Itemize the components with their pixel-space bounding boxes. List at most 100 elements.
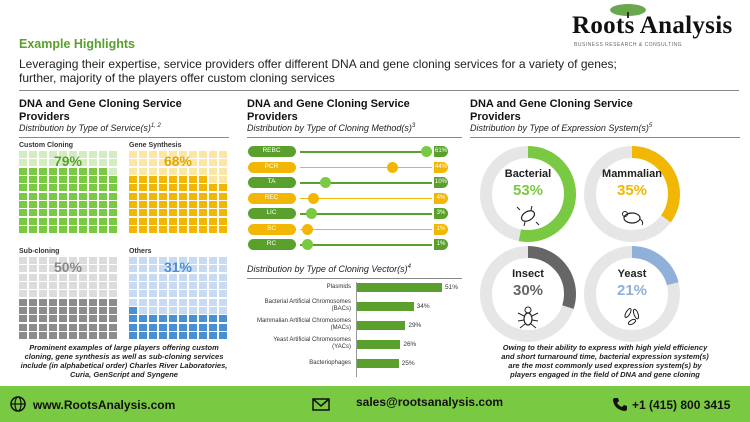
donut-percent: 21% <box>616 282 648 299</box>
method-row-ta: TA 10% <box>248 177 448 188</box>
expression-title-2: Providers <box>470 110 521 123</box>
method-marker <box>387 161 399 173</box>
logo-tagline: BUSINESS RESEARCH & CONSULTING <box>574 42 682 48</box>
vector-bar <box>357 359 399 368</box>
donut-arc <box>480 146 576 242</box>
logo-name: Roots Analysis <box>572 12 733 39</box>
mouse-icon <box>622 211 644 226</box>
waffle-percent: 50% <box>53 259 83 275</box>
vector-label: Bacterial Artificial Chromosomes (BACs) <box>264 299 351 312</box>
waffle-percent: 79% <box>53 153 83 169</box>
waffle-custom-cloning: Custom Cloning 79% <box>19 142 117 233</box>
vectors-divider <box>247 278 462 279</box>
method-row-rebc: REBC 61% <box>248 146 448 157</box>
expression-subtitle: Distribution by Type of Expression Syste… <box>470 123 653 133</box>
services-title-2: Providers <box>19 110 70 123</box>
donut-label: Yeast <box>617 268 647 280</box>
waffle-percent: 31% <box>163 259 193 275</box>
expression-divider <box>470 137 740 138</box>
vector-bar <box>357 302 414 311</box>
donut-label: Bacterial <box>504 168 552 180</box>
waffle-label: Others <box>129 248 152 255</box>
waffle-others: Others 31% <box>129 248 227 339</box>
vector-bar <box>357 321 406 330</box>
donut-insect <box>480 246 576 342</box>
method-label: REBC <box>262 147 281 154</box>
methods-subtitle: Distribution by Type of Cloning Method(s… <box>247 123 416 133</box>
expression-title-1: DNA and Gene Cloning Service <box>470 98 633 110</box>
method-label: RC <box>266 240 277 247</box>
footer-bar: www.RootsAnalysis.com sales@rootsanalysi… <box>0 386 750 422</box>
method-label: SC <box>266 224 277 232</box>
vector-label: Bacteriophages <box>309 360 351 366</box>
donut-yeast <box>584 246 680 342</box>
tree-icon <box>610 4 646 18</box>
method-value: 1% <box>434 239 448 250</box>
donut-label: Mammalian <box>602 168 662 180</box>
donut-arc <box>584 146 680 242</box>
expression-panel: DNA and Gene Cloning Service Providers D… <box>470 98 740 383</box>
services-divider <box>19 137 229 138</box>
donut-label: Insect <box>512 268 544 280</box>
phone-number[interactable]: +1 (415) 800 3415 <box>632 398 731 412</box>
vectors-subtitle: Distribution by Type of Cloning Vector(s… <box>247 264 411 274</box>
method-row-rc: RC 1% <box>248 239 448 250</box>
method-row-lic: LIC 3% <box>248 208 448 219</box>
vector-value: 25% <box>401 360 415 367</box>
donut-percent: 53% <box>512 182 544 199</box>
waffle-gene-synthesis: Gene Synthesis 68% <box>129 142 227 233</box>
page-subtitle: Leveraging their expertise, service prov… <box>19 57 739 85</box>
subtitle-line-1: Leveraging their expertise, service prov… <box>19 57 617 71</box>
method-marker <box>420 146 432 157</box>
method-value: 1% <box>434 223 448 235</box>
mail-icon <box>312 398 330 411</box>
donut-percent: 30% <box>512 282 544 299</box>
globe-icon <box>10 396 26 412</box>
method-row-sc: SC 1% <box>248 223 448 235</box>
vector-value: 29% <box>408 322 422 329</box>
vector-value: 26% <box>403 341 417 348</box>
method-label: REC <box>264 193 279 201</box>
insect-icon <box>517 306 539 329</box>
method-marker <box>301 239 313 250</box>
method-value: 61% <box>434 146 448 157</box>
method-row-pcr: PCR 44% <box>248 161 448 173</box>
method-marker <box>307 192 319 204</box>
services-note: Prominent examples of large players offe… <box>20 343 228 379</box>
method-marker <box>305 208 317 219</box>
donut-bacterial <box>480 146 576 242</box>
method-value: 10% <box>434 177 448 188</box>
email-link[interactable]: sales@rootsanalysis.com <box>356 395 504 409</box>
services-title-1: DNA and Gene Cloning Service <box>19 98 182 110</box>
waffle-label: Gene Synthesis <box>129 142 182 149</box>
donut-mammalian <box>584 146 680 242</box>
method-label: TA <box>267 178 276 185</box>
methods-title-2: Providers <box>247 110 298 123</box>
vector-value: 34% <box>416 303 430 310</box>
waffle-label: Custom Cloning <box>19 142 74 149</box>
donut-percent: 35% <box>616 182 648 199</box>
donut-arc <box>584 246 680 342</box>
services-subtitle: Distribution by Type of Service(s)1, 2 <box>19 123 161 133</box>
waffle-label: Sub-cloning <box>19 248 60 255</box>
phone-icon <box>613 398 627 411</box>
services-panel: DNA and Gene Cloning Service Providers D… <box>19 98 229 383</box>
method-label: LIC <box>266 209 277 216</box>
method-marker <box>301 223 313 235</box>
section-title: Example Highlights <box>19 37 135 51</box>
website-link[interactable]: www.RootsAnalysis.com <box>33 398 176 412</box>
method-value: 3% <box>434 208 448 219</box>
vector-label: Mammalian Artificial Chromosomes (MACs) <box>256 318 351 331</box>
method-row-rec: REC 4% <box>248 192 448 204</box>
subtitle-line-2: further, majority of the players offer c… <box>19 71 335 85</box>
method-value: 44% <box>434 161 448 173</box>
waffle-percent: 68% <box>163 153 193 169</box>
vector-label: Yeast Artificial Chromosomes (YACs) <box>273 337 351 350</box>
method-label: PCR <box>264 162 279 170</box>
vector-label: Plasmids <box>326 284 351 290</box>
yeast-icon <box>624 308 640 326</box>
logo: Roots Analysis BUSINESS RESEARCH & CONSU… <box>570 4 745 48</box>
methods-panel: DNA and Gene Cloning Service Providers D… <box>247 98 462 383</box>
waffle-sub-cloning: Sub-cloning 50% <box>19 248 117 339</box>
expression-note: Owing to their ability to express with h… <box>501 343 709 379</box>
